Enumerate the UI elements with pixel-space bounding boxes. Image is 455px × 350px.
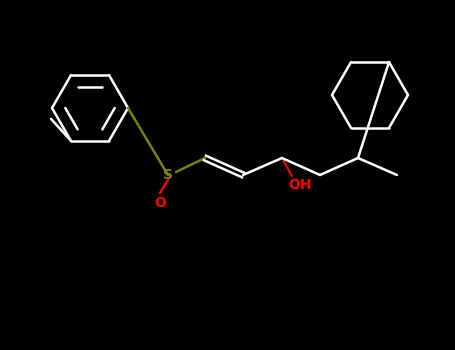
Text: O: O <box>154 196 166 210</box>
Text: S: S <box>163 168 173 182</box>
Text: OH: OH <box>288 178 312 192</box>
